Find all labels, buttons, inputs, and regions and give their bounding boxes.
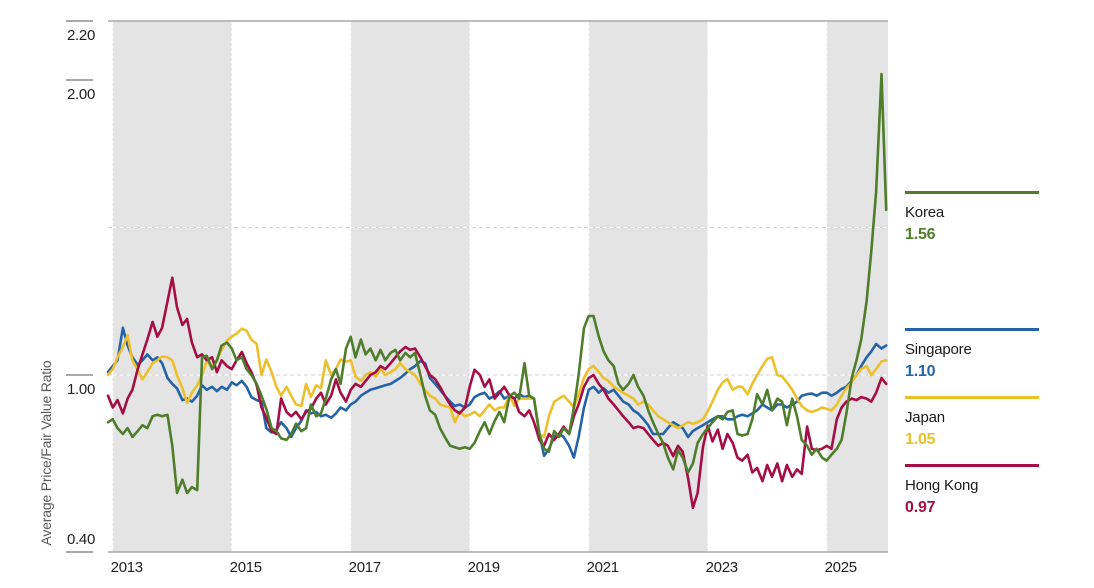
- legend-item-singapore: Singapore 1.10: [905, 328, 1075, 383]
- x-tick-label-2025: 2025: [825, 559, 857, 576]
- legend-item-japan: Japan 1.05: [905, 396, 1075, 451]
- y-axis-title: Average Price/Fair Value Ratio: [38, 360, 54, 546]
- alt-year-band: [112, 21, 232, 552]
- legend-value-singapore: 1.10: [905, 363, 936, 380]
- legend-label-korea: Korea: [905, 204, 945, 221]
- legend-line-korea: [905, 191, 1039, 194]
- legend-value-japan: 1.05: [905, 431, 936, 448]
- x-tick-label-2017: 2017: [349, 559, 381, 576]
- x-tick-label-2013: 2013: [111, 559, 143, 576]
- legend-line-hong-kong: [905, 464, 1039, 467]
- y-tick-label: 1.00: [67, 381, 95, 398]
- series-line-korea: [106, 72, 888, 495]
- alt-year-band: [350, 21, 470, 552]
- series-line-japan: [106, 327, 888, 439]
- x-tick-label-2019: 2019: [468, 559, 500, 576]
- y-tick-label: 2.20: [67, 27, 95, 44]
- legend-line-singapore: [905, 328, 1039, 331]
- legend-item-hong-kong: Hong Kong 0.97: [905, 464, 1075, 519]
- legend-value-korea: 1.56: [905, 226, 936, 243]
- legend-label-japan: Japan: [905, 409, 945, 426]
- legend-line-japan: [905, 396, 1039, 399]
- legend-label-singapore: Singapore: [905, 341, 972, 358]
- y-tick-label: 2.00: [67, 86, 95, 103]
- alt-year-band: [588, 21, 708, 552]
- legend-label-hong-kong: Hong Kong: [905, 477, 979, 494]
- series-line-singapore: [106, 326, 888, 459]
- alt-year-band: [826, 21, 888, 552]
- x-tick-label-2021: 2021: [587, 559, 619, 576]
- x-tick-label-2015: 2015: [230, 559, 262, 576]
- x-tick-label-2023: 2023: [706, 559, 738, 576]
- y-tick-label: 0.40: [67, 531, 95, 548]
- legend-item-korea: Korea 1.56: [905, 191, 1075, 246]
- legend-value-hong-kong: 0.97: [905, 499, 936, 516]
